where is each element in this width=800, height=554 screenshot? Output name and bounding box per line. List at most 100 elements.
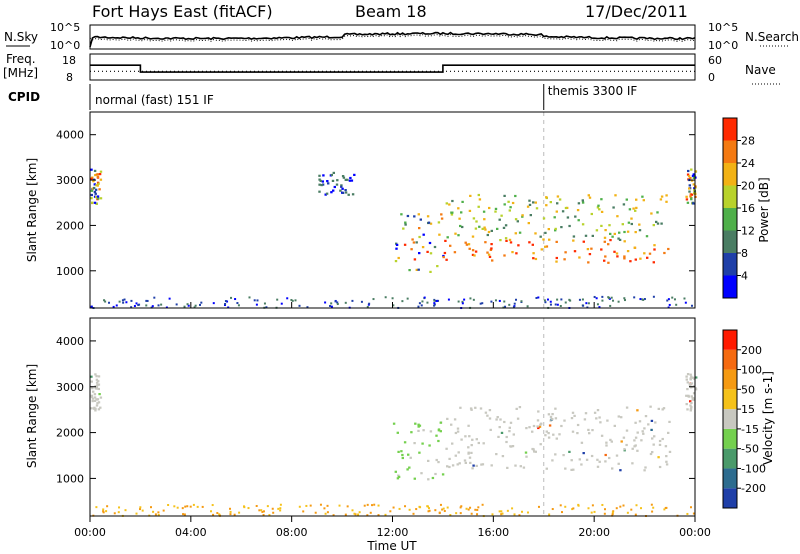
echo-cell <box>600 434 604 437</box>
echo-cell <box>91 400 94 403</box>
power-tick-label: 24 <box>741 157 755 170</box>
noise-left-tick-bottom: 10^0 <box>50 39 80 52</box>
echo-cell <box>532 201 535 204</box>
echo-cell <box>121 299 124 302</box>
cpid-label: CPID <box>8 90 40 104</box>
echo-cell <box>469 297 472 300</box>
echo-cell <box>94 407 97 410</box>
echo-cell <box>306 306 309 309</box>
echo-cell <box>406 468 409 471</box>
noise-panel-frame <box>89 24 696 50</box>
echo-cell <box>162 509 165 512</box>
echo-cell <box>528 203 532 206</box>
echo-cell <box>611 235 614 238</box>
echo-cell <box>534 201 537 204</box>
echo-cell <box>663 251 666 255</box>
echo-cell <box>506 509 509 512</box>
echo-cell <box>427 221 431 224</box>
echo-cell <box>460 211 463 214</box>
echo-cell <box>445 258 448 261</box>
echo-cell <box>564 206 568 210</box>
echo-cell <box>495 418 498 421</box>
echo-cell <box>633 445 636 448</box>
echo-cell <box>397 450 400 453</box>
echo-cell <box>489 248 493 251</box>
echo-cell <box>403 441 407 444</box>
echo-cell <box>620 440 623 443</box>
echo-cell <box>414 422 417 425</box>
nave-tick-bottom: 0 <box>708 71 715 84</box>
echo-cell <box>511 201 515 205</box>
noise-right-tick-bottom: 10^0 <box>708 39 738 52</box>
echo-cell <box>423 296 426 299</box>
echo-cell <box>450 213 454 216</box>
echo-cell <box>500 510 503 513</box>
echo-cell <box>544 434 547 437</box>
echo-cell <box>265 306 268 309</box>
echo-cell <box>667 431 670 434</box>
echo-cell <box>415 508 418 511</box>
echo-cell <box>563 419 566 422</box>
echo-cell <box>442 507 445 510</box>
echo-cell <box>657 456 660 459</box>
power-y-label: Slant Range [km] <box>25 158 39 262</box>
echo-cell <box>618 238 622 241</box>
echo-cell <box>630 508 633 511</box>
echo-cell <box>638 229 642 232</box>
echo-cell <box>617 415 620 418</box>
time-x-axis: 00:00 04:00 08:00 12:00 16:00 20:00 00:00 <box>74 302 711 539</box>
echo-cell <box>610 440 613 443</box>
echo-cell <box>484 241 487 244</box>
y-tick-label: 3000 <box>56 174 84 187</box>
cpid-mode-normal: normal (fast) 151 IF <box>95 93 214 107</box>
echo-cell <box>320 184 323 187</box>
echo-cell <box>234 298 237 301</box>
echo-cell <box>688 190 691 193</box>
echo-cell <box>638 420 642 423</box>
x-tick-label: 16:00 <box>477 526 509 539</box>
echo-cell <box>511 507 514 510</box>
echo-cell <box>395 247 398 250</box>
echo-cell <box>448 203 451 206</box>
echo-cell <box>650 428 653 431</box>
echo-cell <box>326 504 329 507</box>
echo-cell <box>266 505 269 508</box>
echo-cell <box>151 305 154 308</box>
velocity-tick-label: 15 <box>741 403 755 416</box>
echo-cell <box>262 510 265 513</box>
echo-cell <box>685 195 688 198</box>
echo-cell <box>470 451 473 454</box>
x-axis-label: Time UT <box>366 539 417 553</box>
echo-cell <box>630 217 633 220</box>
echo-cell <box>350 179 354 182</box>
echo-cell <box>118 506 121 509</box>
echo-cell <box>505 435 508 439</box>
velocity-tick-label: -200 <box>741 482 766 495</box>
echo-cell <box>518 514 521 517</box>
echo-cell <box>587 428 590 431</box>
echo-cell <box>112 305 115 308</box>
echo-cell <box>433 304 436 307</box>
echo-cell <box>457 451 460 454</box>
echo-cell <box>573 250 577 253</box>
echo-cell <box>617 300 620 303</box>
echo-cell <box>474 227 478 230</box>
echo-cell <box>684 301 687 304</box>
echo-cell <box>626 230 630 233</box>
echo-cell <box>464 435 467 438</box>
echo-cell <box>488 409 492 412</box>
echo-cell <box>595 229 599 232</box>
echo-cell <box>192 503 195 506</box>
echo-cell <box>635 206 638 209</box>
echo-cell <box>690 168 693 171</box>
echo-cell <box>372 298 375 301</box>
echo-cell <box>434 472 437 476</box>
power-swatch <box>723 163 737 186</box>
echo-cell <box>189 505 192 508</box>
echo-cell <box>689 195 692 198</box>
echo-cell <box>643 427 646 430</box>
echo-cell <box>548 238 551 241</box>
echo-cell <box>603 259 606 262</box>
echo-cell <box>489 428 492 431</box>
echo-cell <box>392 422 396 425</box>
